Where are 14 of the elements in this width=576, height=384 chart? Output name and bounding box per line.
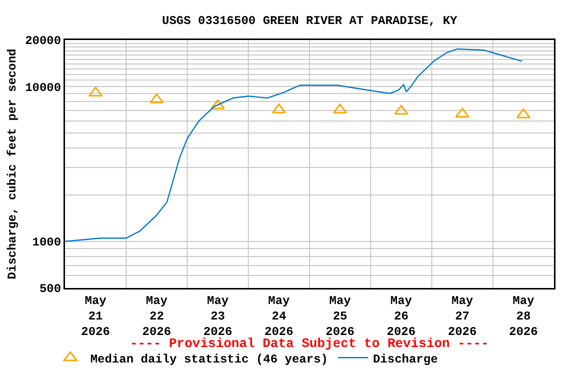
y-tick-label: 500 (39, 282, 62, 296)
y-tick-label: 10000 (25, 80, 62, 95)
legend-label: Discharge (372, 352, 438, 366)
line-series (65, 48, 523, 242)
y-tick-label: 1000 (32, 236, 62, 250)
point (394, 104, 408, 115)
y-axis-title: Discharge, cubic feet per second (6, 48, 20, 280)
point (455, 108, 470, 118)
x-tick-label: May 28 2026 (509, 294, 538, 340)
x-tick-label: May 21 2026 (81, 294, 110, 340)
y-tick-label: 20000 (25, 34, 62, 48)
legend-label: Median daily statistic (46 years) (90, 352, 328, 366)
chart-title: USGS 03316500 GREEN RIVER AT PARADISE, KY (162, 14, 458, 28)
point (516, 108, 531, 118)
